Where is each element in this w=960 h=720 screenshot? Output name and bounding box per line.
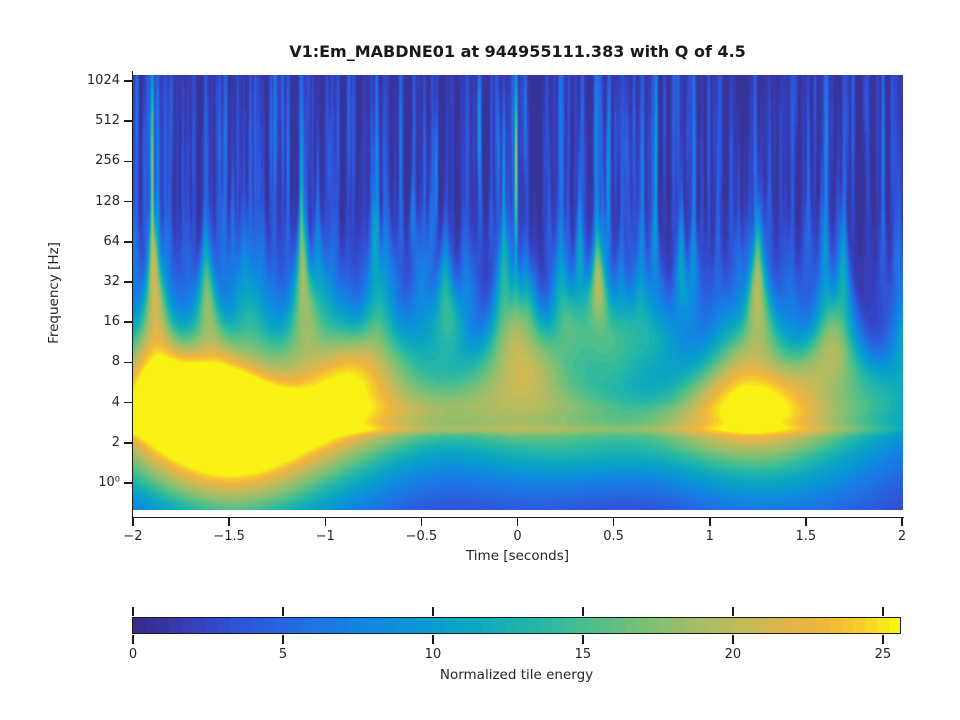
y-tick-label: 10⁰: [98, 475, 120, 490]
colorbar-tick-bottom: [582, 635, 584, 644]
y-tick-label: 32: [103, 274, 120, 289]
y-tick: [123, 200, 132, 203]
colorbar-tick-bottom: [882, 635, 884, 644]
y-tick: [123, 160, 132, 163]
colorbar-tick-top: [732, 607, 734, 616]
y-tick-label: 8: [111, 354, 120, 370]
y-axis-spine: [131, 71, 134, 518]
x-tick-label: −1.5: [213, 529, 245, 544]
x-tick: [228, 518, 230, 526]
x-tick: [901, 518, 903, 526]
y-tick-label: 16: [103, 314, 120, 330]
colorbar-tick-label: 10: [424, 647, 442, 662]
colorbar-tick-label: 20: [724, 647, 742, 662]
x-tick: [612, 518, 615, 526]
x-tick: [420, 518, 423, 526]
y-tick-label: 1024: [86, 73, 120, 88]
x-tick: [805, 518, 807, 526]
x-tick-label: 1: [705, 529, 714, 544]
x-tick-label: −2: [123, 529, 143, 544]
x-tick-label: 0: [513, 529, 522, 544]
colorbar-tick-label: 0: [128, 647, 138, 662]
x-tick-label: 2: [897, 529, 907, 544]
colorbar-tick-label: 25: [874, 647, 892, 662]
y-tick: [123, 321, 132, 323]
y-tick: [123, 361, 132, 364]
colorbar-tick-label: 15: [574, 647, 592, 662]
y-tick: [123, 442, 132, 444]
x-tick-label: −0.5: [405, 529, 438, 544]
x-tick-label: 1.5: [795, 529, 817, 544]
y-tick: [123, 120, 132, 122]
y-tick-label: 4: [111, 394, 120, 410]
x-tick-label: 0.5: [603, 529, 624, 544]
x-tick: [709, 518, 711, 526]
y-tick-label: 2: [111, 434, 120, 450]
x-axis-spine: [131, 516, 904, 518]
colorbar-tick-top: [132, 607, 134, 616]
colorbar: [132, 617, 901, 634]
colorbar-tick-top: [582, 607, 584, 616]
plot-title: V1:Em_MABDNE01 at 944955111.383 with Q o…: [289, 42, 746, 61]
y-tick: [123, 80, 132, 82]
y-tick-label: 64: [103, 233, 120, 249]
colorbar-tick-label: 5: [278, 647, 288, 662]
x-tick: [132, 518, 134, 526]
colorbar-tick-top: [432, 607, 434, 616]
x-tick: [516, 518, 519, 526]
colorbar-tick-top: [282, 607, 284, 616]
colorbar-tick-bottom: [132, 635, 134, 644]
x-axis-label: Time [seconds]: [465, 548, 570, 564]
y-tick: [123, 281, 132, 283]
y-tick-label: 128: [95, 193, 120, 209]
colorbar-tick-bottom: [282, 635, 284, 644]
y-tick-label: 256: [95, 153, 120, 169]
y-tick: [123, 401, 132, 404]
colorbar-label: Normalized tile energy: [439, 667, 594, 683]
y-tick: [123, 482, 132, 484]
colorbar-tick-top: [882, 607, 884, 616]
colorbar-tick-bottom: [432, 635, 434, 644]
y-tick: [123, 241, 132, 243]
x-tick: [324, 518, 326, 526]
y-tick-label: 512: [95, 113, 120, 129]
spectrogram-image: [133, 75, 903, 510]
x-tick-label: −1: [315, 529, 335, 544]
colorbar-tick-bottom: [732, 635, 734, 644]
